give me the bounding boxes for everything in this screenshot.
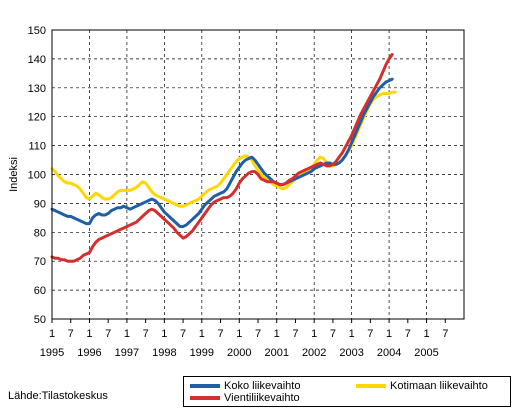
series-lines xyxy=(50,53,397,263)
x-month-label: 7 xyxy=(105,328,111,340)
y-axis-tick-labels: 50 60 70 80 90 100 110 120 130 140 150 xyxy=(28,25,46,326)
x-month-label: 7 xyxy=(405,328,411,340)
y-axis-label: Indeksi xyxy=(8,157,20,192)
legend-label-vienti: Vientiliikevaihto xyxy=(224,392,300,404)
x-year-label: 1999 xyxy=(190,347,214,359)
x-year-label: 2000 xyxy=(227,347,251,359)
x-year-label: 1997 xyxy=(115,347,139,359)
legend-swatch-vienti xyxy=(190,396,220,400)
legend-item-kotimaan: Kotimaan liikevaihto xyxy=(356,380,488,392)
x-month-label: 7 xyxy=(180,328,186,340)
y-tick-label: 150 xyxy=(28,25,46,37)
x-month-label: 7 xyxy=(143,328,149,340)
x-month-label: 1 xyxy=(311,328,317,340)
x-year-label: 2004 xyxy=(377,347,401,359)
y-tick-label: 130 xyxy=(28,83,46,95)
x-month-label: 1 xyxy=(161,328,167,340)
x-year-label: 2001 xyxy=(264,347,288,359)
x-year-label: 2005 xyxy=(414,347,438,359)
y-tick-label: 100 xyxy=(28,170,46,182)
x-month-label: 7 xyxy=(217,328,223,340)
x-month-label: 1 xyxy=(199,328,205,340)
x-month-label: 7 xyxy=(255,328,261,340)
x-year-label: 2003 xyxy=(339,347,363,359)
source-note: Lähde:Tilastokeskus xyxy=(8,390,108,402)
y-tick-label: 110 xyxy=(28,141,46,153)
legend: Koko liikevaihto Kotimaan liikevaihto Vi… xyxy=(183,376,511,407)
x-month-label: 1 xyxy=(236,328,242,340)
legend-item-vienti: Vientiliikevaihto xyxy=(190,392,300,404)
grid xyxy=(51,30,464,323)
y-tick-label: 50 xyxy=(34,314,46,326)
x-month-label: 1 xyxy=(124,328,130,340)
x-month-label: 1 xyxy=(274,328,280,340)
x-month-label: 1 xyxy=(349,328,355,340)
y-tick-label: 60 xyxy=(34,285,46,297)
y-tick-label: 80 xyxy=(34,227,46,239)
y-tick-label: 140 xyxy=(28,54,46,66)
legend-label-kotimaan: Kotimaan liikevaihto xyxy=(390,380,488,392)
legend-swatch-koko xyxy=(190,384,220,388)
x-year-label: 2002 xyxy=(302,347,326,359)
y-tick-label: 70 xyxy=(34,256,46,268)
x-year-label: 1995 xyxy=(40,347,64,359)
x-month-label: 7 xyxy=(442,328,448,340)
legend-label-koko: Koko liikevaihto xyxy=(224,380,301,392)
x-month-label: 1 xyxy=(49,328,55,340)
legend-item-koko: Koko liikevaihto xyxy=(190,380,300,392)
x-month-label: 7 xyxy=(367,328,373,340)
x-month-label: 7 xyxy=(330,328,336,340)
x-month-label: 1 xyxy=(423,328,429,340)
x-year-label: 1998 xyxy=(152,347,176,359)
x-month-label: 7 xyxy=(292,328,298,340)
series-line-0 xyxy=(50,77,394,229)
x-year-label: 1996 xyxy=(77,347,101,359)
series-line-2 xyxy=(50,53,394,263)
x-month-label: 1 xyxy=(386,328,392,340)
y-tick-label: 90 xyxy=(34,198,46,210)
plot-frame xyxy=(51,29,465,320)
y-tick-label: 120 xyxy=(28,112,46,124)
legend-swatch-kotimaan xyxy=(356,384,386,388)
x-month-label: 7 xyxy=(68,328,74,340)
x-month-label: 1 xyxy=(86,328,92,340)
